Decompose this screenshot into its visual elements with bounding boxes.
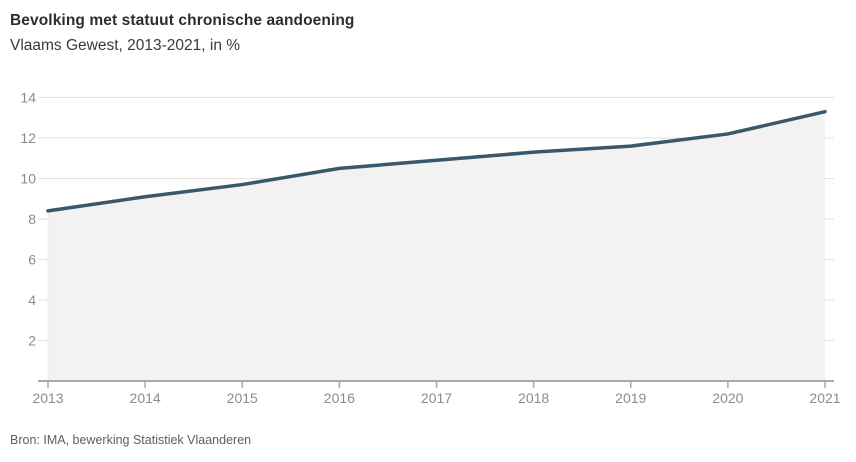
y-tick-label: 10 <box>20 171 36 187</box>
x-tick-label: 2017 <box>421 390 452 406</box>
y-tick-label: 8 <box>28 211 36 227</box>
y-tick-label: 12 <box>20 130 36 146</box>
source-note: Bron: IMA, bewerking Statistiek Vlaander… <box>10 433 252 447</box>
x-tick-label: 2015 <box>227 390 258 406</box>
data-line <box>46 109 827 213</box>
area-fill <box>48 111 825 381</box>
x-tick-label: 2020 <box>712 390 743 406</box>
y-tick-label: 2 <box>28 333 36 349</box>
y-tick-label: 14 <box>20 90 36 106</box>
x-tick-label: 2014 <box>130 390 161 406</box>
y-tick-label: 6 <box>28 252 36 268</box>
x-tick-label: 2013 <box>32 390 63 406</box>
x-tick-label: 2018 <box>518 390 549 406</box>
x-tick-label: 2019 <box>615 390 646 406</box>
x-tick-label: 2021 <box>809 390 840 406</box>
x-tick-label: 2016 <box>324 390 355 406</box>
chart-subtitle: Vlaams Gewest, 2013-2021, in % <box>10 37 241 54</box>
y-tick-label: 4 <box>28 292 36 308</box>
chart-title: Bevolking met statuut chronische aandoen… <box>10 12 355 29</box>
